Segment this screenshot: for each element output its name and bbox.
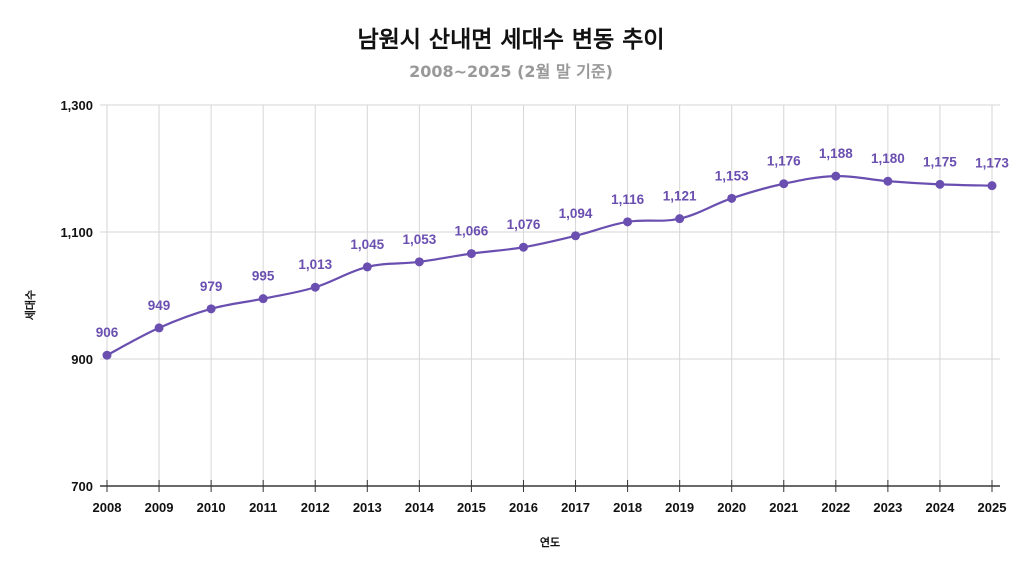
data-label: 1,153 (715, 168, 749, 183)
series-layer (102, 171, 997, 360)
x-tick-label: 2011 (249, 500, 277, 515)
data-point (310, 282, 320, 292)
data-point (935, 179, 945, 189)
x-tick-label: 2013 (353, 500, 382, 515)
data-label: 949 (148, 298, 171, 313)
data-label: 1,121 (663, 189, 697, 204)
data-label: 995 (252, 269, 275, 284)
data-label: 1,076 (507, 217, 541, 232)
data-point (466, 249, 476, 259)
data-point (362, 262, 372, 272)
data-label: 1,053 (402, 232, 436, 247)
data-label: 1,066 (455, 224, 489, 239)
data-point (831, 171, 841, 181)
data-labels: 906 949 979 995 1,013 1,045 1,053 1,066 1,076 1,0… (96, 146, 1010, 340)
data-point (154, 323, 164, 333)
y-axis-label: 세대수 (23, 290, 37, 320)
data-label: 1,013 (298, 257, 332, 272)
data-point (571, 231, 581, 241)
x-tick-label: 2016 (509, 500, 538, 515)
y-tick-label: 900 (71, 352, 93, 367)
chart-title: 남원시 산내면 세대수 변동 추이 (357, 27, 665, 53)
x-tick-label: 2012 (301, 500, 330, 515)
x-tick-label: 2022 (821, 500, 850, 515)
data-point (414, 257, 424, 267)
x-tick-label: 2020 (717, 500, 746, 515)
x-axis-label: 연도 (540, 535, 560, 549)
x-tick-label: 2025 (978, 500, 1007, 515)
data-label: 906 (96, 325, 119, 340)
y-tick-label: 1,100 (60, 225, 93, 240)
series-line (106, 175, 993, 357)
x-tick-label: 2010 (197, 500, 226, 515)
x-tick-label: 2019 (665, 500, 694, 515)
data-point (623, 217, 633, 227)
data-label: 1,094 (559, 206, 593, 221)
y-tick-label: 700 (71, 479, 93, 494)
data-label: 1,175 (923, 154, 957, 169)
x-tick-label: 2021 (769, 500, 798, 515)
data-label: 1,116 (611, 192, 645, 207)
chart-subtitle: 2008~2025 (2월 말 기준) (409, 62, 613, 81)
x-tick-label: 2018 (613, 500, 642, 515)
x-tick-label: 2024 (925, 500, 955, 515)
x-tick-label: 2023 (873, 500, 902, 515)
grid-lines (106, 104, 1000, 486)
data-point (883, 176, 893, 186)
data-label: 1,173 (975, 156, 1009, 171)
data-label: 1,188 (819, 146, 853, 161)
data-point (675, 214, 685, 224)
y-tick-label: 1,300 (60, 98, 93, 113)
data-point (518, 242, 528, 252)
data-point (987, 181, 997, 191)
data-label: 1,176 (767, 154, 801, 169)
data-point (258, 294, 268, 304)
data-label: 1,180 (871, 151, 905, 166)
x-tick-label: 2017 (561, 500, 590, 515)
data-point (102, 350, 112, 360)
data-label: 979 (200, 279, 223, 294)
data-point (779, 179, 789, 189)
x-tick-label: 2009 (145, 500, 174, 515)
x-tick-label: 2014 (405, 500, 435, 515)
axes: 700 900 1,100 1,300 2008 2009 2010 2011 2012 2013… (60, 98, 1006, 515)
data-label: 1,045 (350, 237, 384, 252)
data-point (206, 304, 216, 314)
x-tick-label: 2015 (457, 500, 486, 515)
data-point (727, 193, 737, 203)
x-tick-label: 2008 (93, 500, 122, 515)
